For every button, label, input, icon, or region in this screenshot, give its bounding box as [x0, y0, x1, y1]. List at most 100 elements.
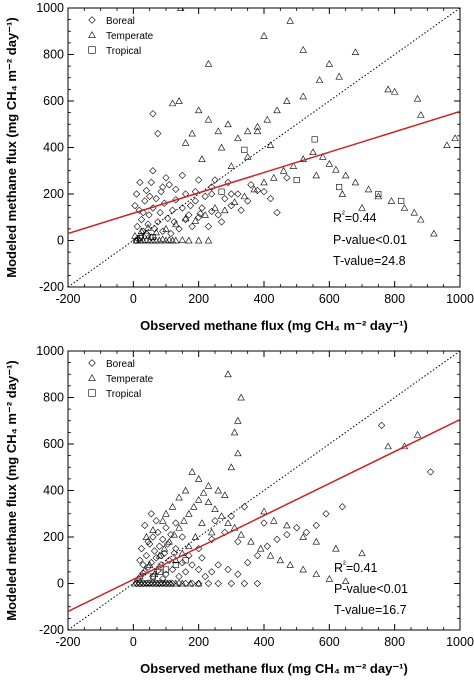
data-point-diamond	[159, 227, 167, 235]
legend-label: Boreal	[106, 16, 135, 27]
data-point-diamond	[188, 222, 196, 231]
data-point-triangle	[185, 236, 193, 244]
data-point-square	[136, 235, 143, 242]
data-point-diamond	[224, 178, 232, 186]
data-point-diamond	[165, 181, 173, 189]
data-point-square	[149, 233, 156, 241]
data-point-diamond	[142, 579, 151, 588]
data-point-diamond	[266, 195, 275, 203]
data-point-diamond	[157, 551, 165, 560]
data-point-triangle	[155, 551, 164, 559]
data-point-triangle	[204, 115, 213, 123]
data-point-diamond	[234, 190, 242, 198]
x-tick-label: 0	[130, 292, 137, 306]
data-point-triangle	[204, 236, 213, 244]
y-tick-label: 800	[43, 391, 64, 405]
data-point-triangle	[286, 561, 294, 568]
data-point-diamond	[145, 211, 153, 219]
data-point-triangle	[227, 463, 236, 471]
data-point-diamond	[377, 421, 386, 430]
data-point-diamond	[141, 521, 149, 529]
data-point-diamond	[149, 572, 157, 581]
data-point-triangle	[191, 533, 200, 540]
data-point-square	[156, 568, 163, 575]
data-point-diamond	[154, 129, 162, 138]
data-point-diamond	[302, 528, 311, 536]
data-point-triangle	[387, 197, 396, 204]
y-tick-label: -200	[39, 623, 64, 637]
data-point-triangle	[165, 235, 173, 243]
series-temperate	[131, 8, 459, 244]
stats-annotation: R²=0.41 P-value<0.01 T-value=16.7	[334, 559, 408, 617]
data-point-triangle	[417, 215, 425, 223]
data-point-triangle	[159, 235, 167, 243]
data-point-diamond	[253, 551, 262, 560]
data-point-triangle	[430, 229, 438, 237]
data-point-square	[311, 136, 318, 143]
legend-marker-diamond	[88, 16, 96, 24]
data-point-triangle	[257, 544, 265, 552]
legend-label: Tropical	[106, 46, 141, 57]
y-tick-label: 1000	[36, 1, 64, 15]
data-point-diamond	[201, 192, 209, 200]
data-point-triangle	[253, 122, 262, 130]
data-point-diamond	[139, 579, 147, 588]
data-point-triangle	[221, 206, 229, 214]
data-point-triangle	[198, 155, 206, 162]
data-point-triangle	[175, 523, 183, 531]
y-tick-label: 600	[43, 437, 64, 451]
data-point-diamond	[227, 512, 235, 520]
data-point-diamond	[227, 202, 235, 210]
data-point-diamond	[237, 206, 245, 214]
series-temperate	[131, 370, 422, 587]
data-point-triangle	[145, 561, 154, 568]
legend-label: Tropical	[106, 389, 141, 400]
data-point-diamond	[211, 176, 219, 184]
x-axis-label: Observed methane flux (mg CH₄ m⁻² day⁻¹)	[140, 661, 408, 676]
y-tick-label: 1000	[36, 344, 64, 358]
data-point-triangle	[142, 533, 151, 540]
data-point-square	[182, 557, 189, 564]
data-point-diamond	[208, 183, 216, 191]
data-point-triangle	[194, 236, 203, 244]
data-point-triangle	[186, 579, 195, 587]
data-point-diamond	[137, 215, 146, 224]
data-point-diamond	[195, 545, 203, 553]
data-point-diamond	[133, 222, 141, 231]
data-point-diamond	[159, 535, 167, 543]
legend-marker-square	[88, 46, 96, 54]
data-point-diamond	[195, 579, 203, 588]
data-point-diamond	[283, 174, 291, 182]
data-point-diamond	[201, 572, 209, 581]
data-point-diamond	[217, 218, 226, 226]
data-point-diamond	[204, 579, 213, 588]
data-point-triangle	[443, 141, 451, 149]
data-point-diamond	[196, 210, 204, 218]
data-point-diamond	[426, 468, 435, 476]
data-point-diamond	[227, 579, 235, 588]
data-point-triangle	[266, 141, 275, 149]
panel-top: -200 0 200 400 600 800 1000 -200 0 200 400 600 800 10…	[4, 1, 474, 333]
data-point-triangle	[315, 76, 324, 83]
data-point-triangle	[165, 537, 173, 545]
data-point-diamond	[162, 579, 170, 588]
data-point-diamond	[263, 542, 271, 550]
series-tropical	[149, 557, 189, 580]
data-point-triangle	[208, 528, 216, 536]
x-tick-label: 600	[319, 635, 340, 649]
series-tropical	[136, 136, 405, 242]
data-point-diamond	[214, 211, 222, 219]
data-point-triangle	[299, 92, 307, 100]
data-point-triangle	[309, 148, 317, 156]
data-point-triangle	[181, 139, 190, 146]
data-point-square	[218, 188, 225, 195]
data-point-diamond	[204, 222, 213, 231]
data-point-diamond	[221, 528, 229, 536]
data-point-triangle	[358, 204, 366, 211]
stat-line: R²=0.41	[334, 559, 378, 575]
data-point-diamond	[273, 535, 281, 543]
data-point-diamond	[152, 517, 160, 525]
legend-label: Boreal	[106, 359, 135, 370]
data-point-square	[241, 146, 248, 153]
